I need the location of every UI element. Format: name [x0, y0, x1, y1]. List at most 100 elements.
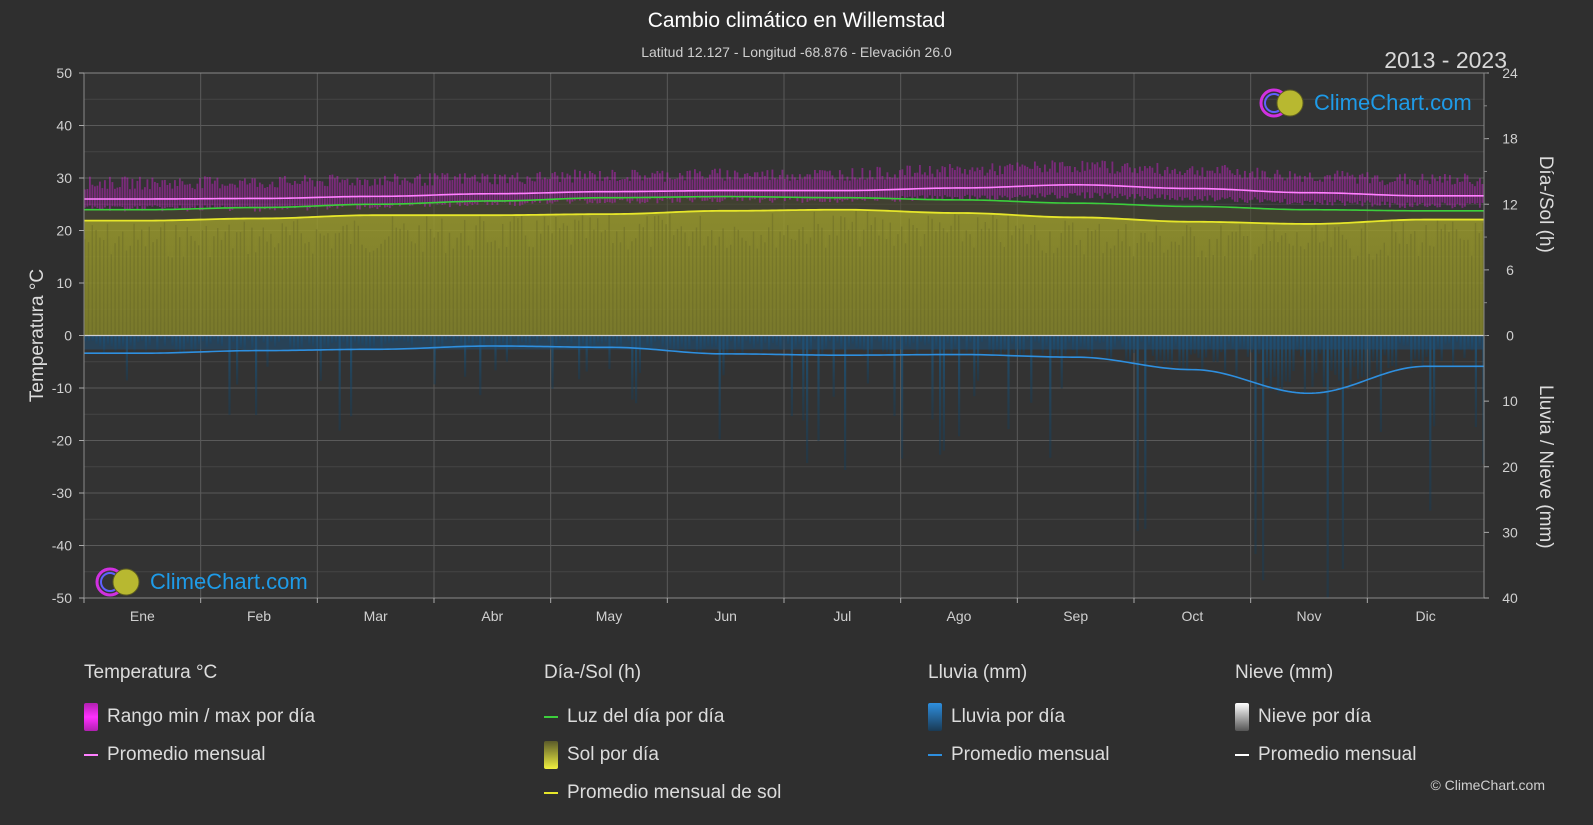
sunshine-day-bar [365, 248, 367, 336]
axes: 50 40 30 20 10 0 -10 -20 -30 -40 -50 24 18 12 6 0 10 20 30… [27, 65, 1556, 624]
sunshine-day-bar [163, 222, 166, 336]
legend-header: Lluvia (mm) [928, 662, 1028, 683]
sunshine-day-bar [1448, 232, 1450, 336]
sunshine-day-bar [1072, 222, 1074, 336]
temp-range-day-bar [1366, 172, 1369, 201]
temp-range-day-bar [1359, 174, 1361, 201]
temp-range-day-bar [271, 181, 274, 209]
sunshine-day-bar [1098, 223, 1100, 336]
sunshine-day-bar [939, 222, 941, 336]
daylight-line [84, 195, 1484, 212]
sunshine-day-bar [1216, 238, 1218, 336]
temp-range-day-bar [1026, 166, 1029, 196]
sunshine-day-bar [1224, 256, 1226, 336]
temp-range-day-bar [929, 166, 931, 196]
sunshine-day-bar [1015, 225, 1017, 336]
temp-range-day-bar [1184, 172, 1186, 198]
sunshine-day-bar [1053, 253, 1055, 336]
temp-range-day-bar [1426, 180, 1429, 208]
sunshine-day-bar [1037, 240, 1040, 336]
temp-range-day-bar [1476, 181, 1479, 204]
temp-range-day-bar [1471, 183, 1474, 204]
temp-range-day-bar [261, 184, 264, 208]
sunshine-day-bar [502, 223, 504, 336]
temp-range-day-bar [396, 176, 399, 204]
sunshine-day-bar [498, 248, 500, 336]
temp-range-day-bar [499, 174, 501, 202]
sunshine-day-bar [1144, 233, 1146, 336]
rain-day-bar [1182, 335, 1185, 370]
rain-day-bar [1391, 335, 1394, 367]
sunshine-area [84, 209, 1484, 336]
sunshine-day-bar [1482, 222, 1484, 336]
temp-range-day-bar [614, 171, 616, 203]
temp-range-day-bar [1036, 165, 1039, 198]
sunshine-day-bar [1398, 243, 1401, 336]
sunshine-day-bar [247, 253, 249, 336]
sunshine-day-bar [1277, 242, 1279, 336]
rain-day-bar [635, 335, 638, 404]
rain-day-bar [1167, 335, 1170, 364]
rain-day-bar [1387, 335, 1390, 369]
temp-range-day-bar [559, 182, 561, 200]
brand-logo-top[interactable]: ClimeChart.com [1258, 87, 1472, 119]
temp-range-day-bar [879, 167, 881, 199]
temp-range-day-bar [684, 180, 686, 198]
sunshine-day-bar [483, 221, 485, 336]
rain-day-bar [1311, 335, 1314, 387]
temp-range-day-bar [146, 179, 149, 207]
sunshine-day-bar [490, 241, 492, 336]
sunshine-day-bar [1269, 241, 1271, 336]
rain-day-bar [433, 335, 436, 385]
temp-range-day-bar [1456, 177, 1459, 204]
legend-rain: Lluvia (mm) Lluvia por día Promedio mens… [928, 662, 1109, 774]
temp-range-day-bar [509, 177, 511, 205]
temp-range-day-bar [1279, 174, 1281, 203]
sunshine-day-bar [1414, 231, 1416, 336]
temp-range-day-bar [1106, 168, 1109, 195]
sunshine-day-bar [1011, 235, 1013, 336]
sunshine-day-bar [1463, 239, 1465, 336]
rain-day-bar [1288, 335, 1291, 382]
temp-range-day-bar [309, 178, 311, 209]
sunshine-day-bar [160, 227, 162, 336]
temp-range-day-bar [1069, 166, 1071, 194]
temp-range-day-bar [959, 167, 961, 201]
temp-range-day-bar [291, 185, 294, 206]
temp-range-day-bar [436, 175, 439, 205]
temp-range-day-bar [1449, 175, 1451, 206]
temp-range-day-bar [939, 172, 941, 197]
rain-day-bar [832, 335, 835, 397]
temp-range-day-bar [1146, 168, 1149, 198]
sunshine-day-bar [673, 235, 675, 336]
temp-range-day-bar [964, 169, 966, 196]
rain-day-bar [1376, 335, 1379, 373]
temp-range-day-bar [156, 183, 159, 207]
temp-range-day-bar [1159, 173, 1161, 198]
y-right-rain-tick-label: 30 [1502, 524, 1518, 540]
brand-logo-bottom[interactable]: ClimeChart.com [94, 566, 308, 598]
temp-range-day-bar [126, 177, 129, 211]
temp-range-day-bar [99, 181, 101, 210]
sunshine-day-bar [395, 227, 397, 336]
sunshine-day-bar [228, 224, 230, 336]
temp-range-day-bar [1291, 179, 1294, 204]
temp-range-day-bar [811, 179, 814, 201]
temp-range-day-bar [1099, 167, 1101, 196]
sunshine-day-bar [1474, 222, 1477, 336]
sunshine-day-bar [684, 232, 686, 336]
temp-range-day-bar [279, 176, 281, 208]
sunshine-day-bar [604, 229, 606, 336]
sunshine-day-bar [616, 231, 618, 336]
temp-range-day-bar [1221, 165, 1224, 198]
rain-day-bar [464, 335, 467, 377]
temp-range-day-bar [1346, 172, 1349, 202]
y-left-tick-label: 20 [56, 223, 72, 239]
temp-range-day-bar [1186, 169, 1189, 198]
y-left-tick-label: 50 [56, 65, 72, 81]
temp-range-day-bar [956, 166, 959, 198]
temp-range-day-bar [1109, 173, 1111, 194]
sunshine-day-bar [281, 223, 283, 336]
sunshine-day-bar [255, 252, 257, 336]
sunshine-day-bar [1379, 249, 1382, 336]
